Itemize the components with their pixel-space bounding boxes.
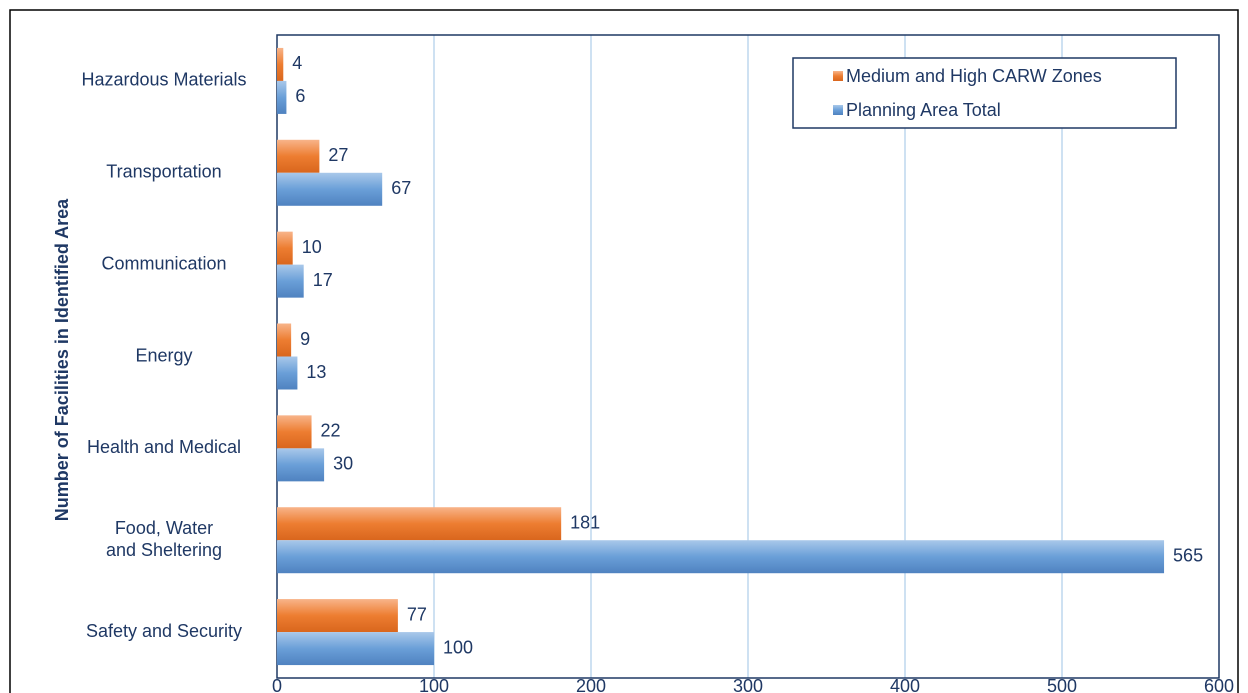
value-label-health-and-medical-medium-high: 22 [321, 421, 341, 441]
gridlines [433, 35, 1063, 678]
value-label-health-and-medical-planning-total: 30 [333, 454, 353, 474]
value-label-transportation-medium-high: 27 [328, 145, 348, 165]
legend-swatch-planning-total [833, 105, 843, 115]
category-label-energy: Energy [135, 345, 192, 365]
category-label-communication: Communication [101, 253, 226, 273]
chart-border [9, 9, 1239, 693]
bar-communication-medium-high [277, 231, 293, 265]
value-label-energy-medium-high: 9 [300, 329, 310, 349]
x-tick-label-100: 100 [419, 676, 449, 693]
bar-energy-planning-total [277, 356, 298, 390]
bar-hazardous-materials-medium-high [277, 47, 284, 81]
x-tick-label-600: 600 [1204, 676, 1234, 693]
x-tick-label-0: 0 [272, 676, 282, 693]
value-label-transportation-planning-total: 67 [391, 178, 411, 198]
value-label-communication-planning-total: 17 [313, 270, 333, 290]
bar-communication-planning-total [277, 264, 304, 298]
legend: Medium and High CARW Zones Planning Area… [792, 57, 1177, 129]
legend-label-planning-total: Planning Area Total [846, 100, 1001, 120]
category-label-food-water-and-sheltering: Food, Water and Sheltering [106, 518, 222, 560]
bar-food-water-and-sheltering-medium-high [277, 507, 562, 541]
value-label-hazardous-materials-medium-high: 4 [292, 53, 302, 73]
bar-safety-and-security-planning-total [277, 632, 434, 666]
y-axis-title: Number of Facilities in Identified Area [52, 198, 72, 521]
bar-energy-medium-high [277, 323, 292, 357]
bar-safety-and-security-medium-high [277, 599, 398, 633]
x-tick-label-400: 400 [890, 676, 920, 693]
bar-health-and-medical-medium-high [277, 415, 312, 449]
legend-label-medium-high: Medium and High CARW Zones [846, 66, 1102, 86]
value-label-food-water-and-sheltering-planning-total: 565 [1173, 545, 1203, 565]
category-label-hazardous-materials: Hazardous Materials [81, 70, 246, 90]
legend-box [792, 57, 1177, 129]
value-label-communication-medium-high: 10 [302, 237, 322, 257]
bar-food-water-and-sheltering-planning-total [277, 540, 1165, 574]
value-label-safety-and-security-planning-total: 100 [443, 637, 473, 657]
legend-swatch-medium-high [833, 71, 843, 81]
x-tick-label-200: 200 [576, 676, 606, 693]
category-label-health-and-medical: Health and Medical [87, 437, 241, 457]
bars [277, 47, 1165, 666]
bar-health-and-medical-planning-total [277, 448, 325, 482]
x-axis-ticks: 0 100 200 300 400 500 600 [272, 676, 1234, 693]
value-label-energy-planning-total: 13 [306, 362, 326, 382]
category-label-safety-and-security: Safety and Security [86, 621, 242, 641]
category-label-transportation: Transportation [106, 162, 221, 182]
value-label-safety-and-security-medium-high: 77 [407, 604, 427, 624]
x-tick-label-300: 300 [733, 676, 763, 693]
bar-transportation-medium-high [277, 139, 320, 173]
data-labels: 4 6 27 67 10 17 9 13 22 30 181 565 77 100 [292, 53, 1203, 657]
value-label-food-water-and-sheltering-medium-high: 181 [570, 512, 600, 532]
value-label-hazardous-materials-planning-total: 6 [295, 86, 305, 106]
bar-transportation-planning-total [277, 172, 383, 206]
category-labels: Hazardous Materials Transportation Communi… [81, 70, 246, 641]
bar-hazardous-materials-planning-total [277, 80, 287, 114]
x-tick-label-500: 500 [1047, 676, 1077, 693]
